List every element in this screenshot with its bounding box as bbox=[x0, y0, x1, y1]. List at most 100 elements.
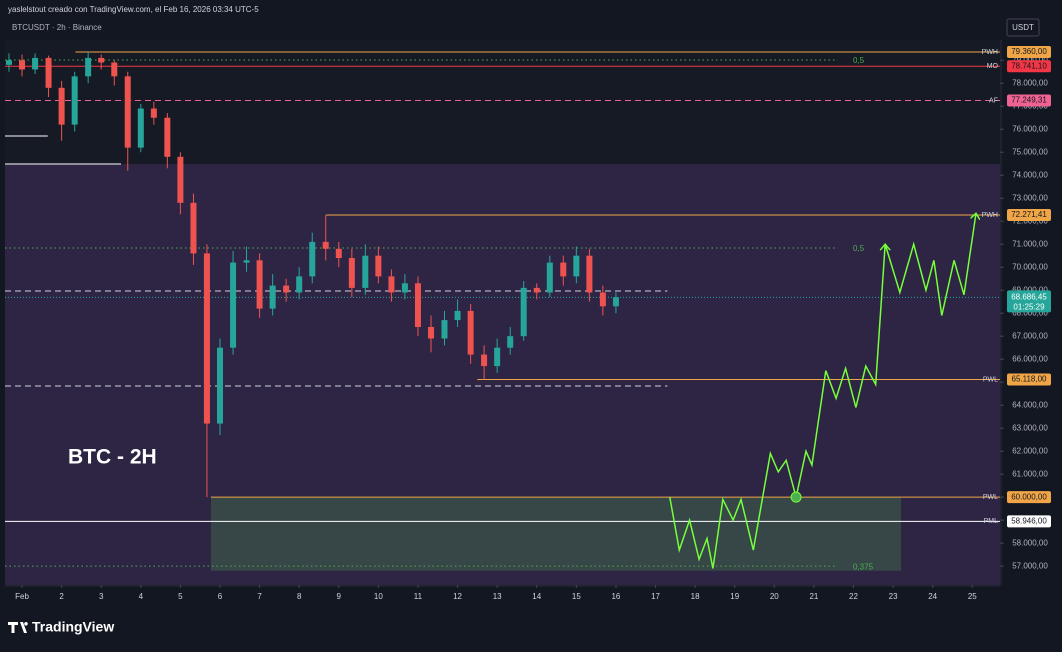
logo: TradingView bbox=[8, 619, 114, 635]
candle-body bbox=[85, 57, 92, 77]
candle-body bbox=[58, 87, 65, 125]
candle-body bbox=[137, 108, 144, 148]
candle-body bbox=[533, 287, 540, 293]
candle-body bbox=[269, 285, 276, 309]
candle-body bbox=[111, 62, 118, 77]
candle-body bbox=[560, 262, 567, 277]
candle-body bbox=[230, 262, 237, 348]
price-label-bg bbox=[1007, 515, 1051, 528]
symbol-title: BTCUSDT · 2h · Binance bbox=[12, 23, 102, 32]
level-name: PWL bbox=[983, 494, 998, 501]
zone bbox=[5, 163, 1000, 585]
level-name: PWL bbox=[983, 376, 998, 383]
y-tick-label: 57.000,00 bbox=[1012, 561, 1048, 570]
annotation: BTC - 2H bbox=[68, 446, 157, 469]
currency-box[interactable] bbox=[1006, 18, 1040, 37]
candle-body bbox=[309, 241, 316, 277]
candle-body bbox=[150, 108, 157, 118]
x-tick-label: 21 bbox=[809, 592, 818, 601]
level-name: MO bbox=[987, 63, 999, 70]
price-label-bg bbox=[1007, 491, 1051, 504]
y-tick-label: 74.000,00 bbox=[1012, 170, 1048, 179]
price-label-bg bbox=[1007, 45, 1051, 58]
x-tick-label: 4 bbox=[139, 592, 144, 601]
price-label-bg bbox=[1007, 208, 1051, 221]
candle-body bbox=[507, 336, 514, 348]
x-tick-label: 17 bbox=[651, 592, 660, 601]
x-tick-label: 16 bbox=[611, 592, 620, 601]
candle-body bbox=[216, 347, 223, 424]
y-tick-label: 62.000,00 bbox=[1012, 446, 1048, 455]
candle-body bbox=[256, 260, 263, 309]
candle-body bbox=[335, 248, 342, 258]
last-price-label: 68.686,45 bbox=[1011, 293, 1047, 302]
y-tick-label: 66.000,00 bbox=[1012, 354, 1048, 363]
candle-body bbox=[124, 76, 131, 148]
projection-arrow bbox=[879, 243, 891, 251]
x-tick-label: 14 bbox=[532, 592, 541, 601]
zone bbox=[210, 497, 902, 571]
last-price-bg bbox=[1007, 290, 1051, 313]
x-tick-label: 7 bbox=[257, 592, 262, 601]
y-tick-label: 58.000,00 bbox=[1012, 538, 1048, 547]
candle-body bbox=[520, 287, 527, 337]
y-tick-label: 69.000,00 bbox=[1012, 285, 1048, 294]
candle-body bbox=[546, 262, 553, 293]
x-tick-label: 15 bbox=[572, 592, 581, 601]
candle-body bbox=[401, 283, 408, 293]
candle-body bbox=[164, 117, 171, 157]
candle-body bbox=[454, 310, 461, 321]
level-name: PWH bbox=[982, 49, 998, 56]
x-tick-label: 8 bbox=[297, 592, 302, 601]
candle-body bbox=[190, 202, 197, 254]
candle-body bbox=[481, 354, 488, 367]
plot-area bbox=[5, 40, 1000, 585]
price-label-bg bbox=[1007, 94, 1051, 107]
x-tick-label: 23 bbox=[889, 592, 898, 601]
price-label-bg bbox=[1007, 60, 1051, 73]
price-label: 77.249,31 bbox=[1011, 96, 1047, 105]
candle-body bbox=[573, 255, 580, 277]
level-name: AF bbox=[989, 97, 998, 104]
candle-body bbox=[467, 310, 474, 355]
y-tick-label: 61.000,00 bbox=[1012, 469, 1048, 478]
candle-body bbox=[283, 285, 290, 293]
currency: USDT bbox=[1012, 23, 1034, 32]
price-label: 65.118,00 bbox=[1012, 375, 1048, 384]
level-name: 0,5 bbox=[853, 244, 865, 253]
candle-body bbox=[177, 156, 184, 203]
x-tick-label: 19 bbox=[730, 592, 739, 601]
candle-body bbox=[612, 297, 619, 307]
level-name: PML bbox=[984, 518, 999, 525]
candle-body bbox=[388, 276, 395, 293]
level-name: PWH bbox=[982, 212, 998, 219]
price-label-bg bbox=[1007, 373, 1051, 386]
y-tick-label: 78.000,00 bbox=[1012, 78, 1048, 87]
x-tick-label: 2 bbox=[59, 592, 64, 601]
candle-body bbox=[5, 60, 12, 65]
logo-mark bbox=[8, 622, 28, 633]
logo-text: TradingView bbox=[32, 619, 114, 635]
candle-body bbox=[32, 57, 39, 70]
candle-body bbox=[203, 253, 210, 424]
candle-body bbox=[19, 60, 26, 70]
y-tick-label: 79.000,00 bbox=[1012, 55, 1048, 64]
level-name: 0,375 bbox=[853, 562, 874, 571]
candle-body bbox=[441, 320, 448, 339]
price-label: 78.741,10 bbox=[1011, 61, 1047, 70]
x-tick-label: Feb bbox=[15, 592, 29, 601]
price-label: 60.000,00 bbox=[1011, 492, 1047, 501]
x-tick-label: 11 bbox=[414, 592, 423, 601]
level-name: 0,5 bbox=[853, 56, 865, 65]
price-label: 58.946,00 bbox=[1011, 517, 1047, 526]
candle-body bbox=[414, 283, 421, 327]
candle-body bbox=[348, 258, 355, 288]
plot-layer: 0,5 0,5 0,375 bbox=[5, 51, 1000, 585]
projection-line bbox=[669, 214, 976, 569]
candle-body bbox=[296, 276, 303, 293]
y-tick-label: 73.000,00 bbox=[1012, 193, 1048, 202]
y-tick-label: 67.000,00 bbox=[1012, 331, 1048, 340]
countdown: 01:25:29 bbox=[1013, 303, 1045, 312]
